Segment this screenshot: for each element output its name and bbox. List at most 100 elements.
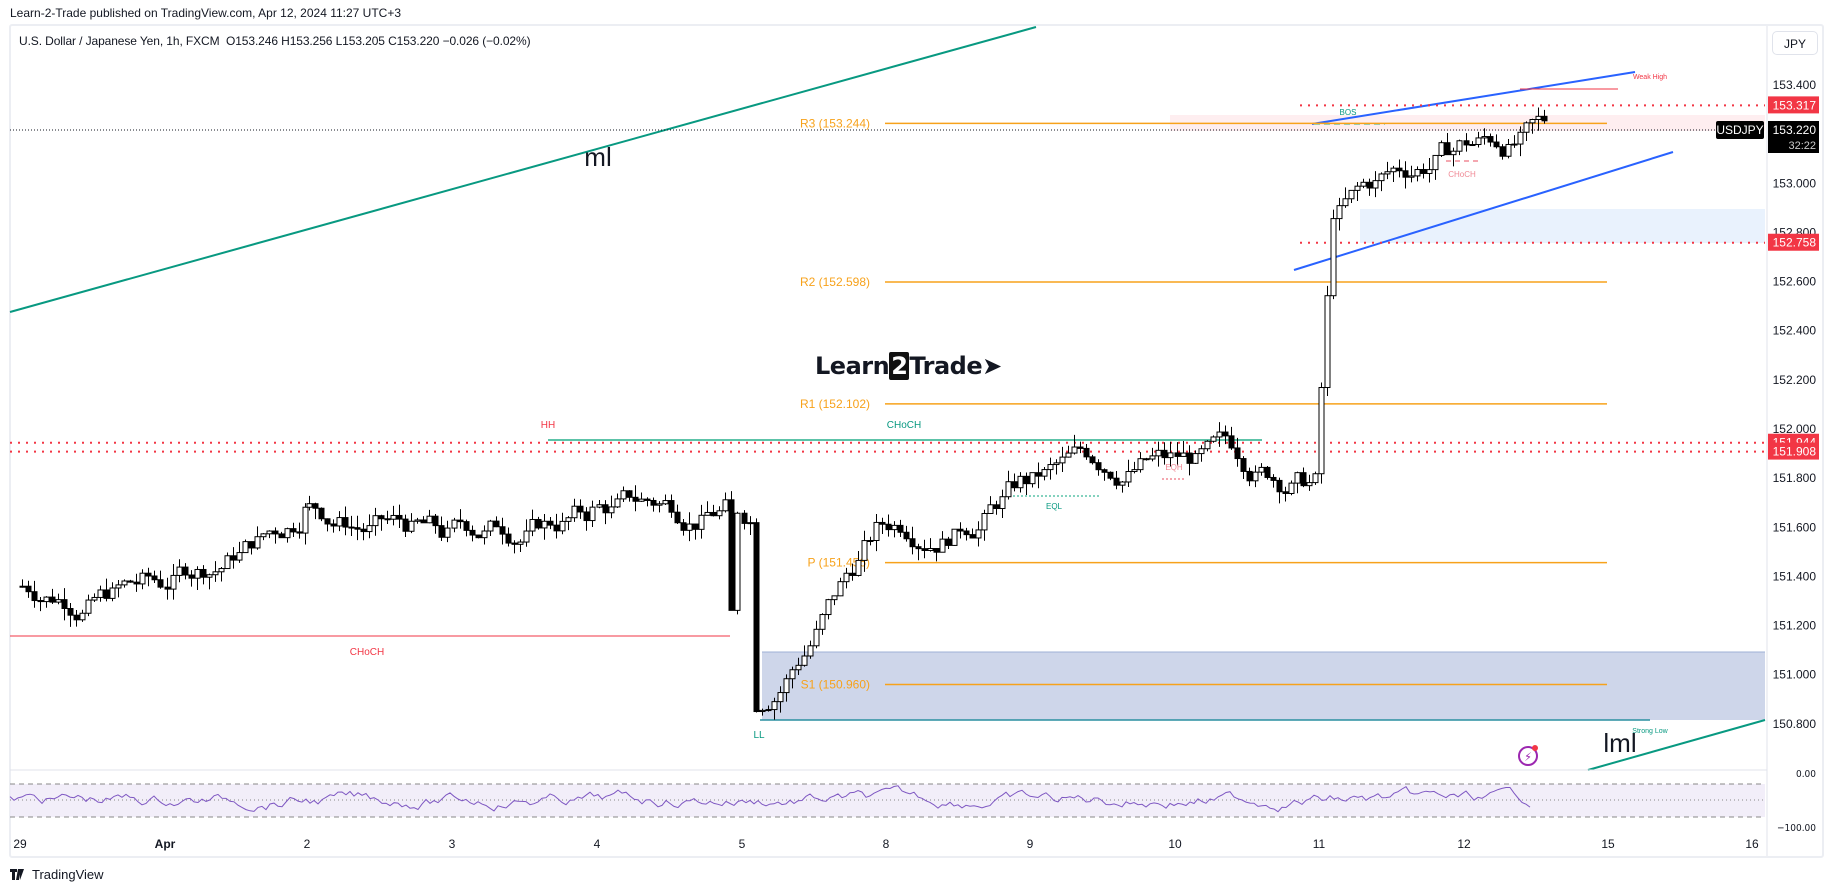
candle-body (547, 520, 554, 526)
wedge-upper-line (1311, 71, 1636, 125)
candle-body (1113, 477, 1120, 486)
candle-body (704, 511, 711, 516)
candle-body (1469, 144, 1476, 147)
candle-body (157, 579, 164, 588)
candle-body (475, 534, 482, 539)
candle-body (499, 526, 506, 535)
candle-body (819, 614, 826, 630)
candle-body (1264, 466, 1271, 478)
symbol-description: U.S. Dollar / Japanese Yen, 1h, FXCM (19, 34, 220, 48)
candle-body (650, 499, 657, 506)
candle-body (1240, 458, 1247, 472)
price-tick: 152.400 (1773, 324, 1817, 338)
candle-body (885, 523, 892, 531)
eqh-label: EQH (1165, 463, 1183, 472)
candle-body (248, 541, 255, 549)
candle-body (999, 496, 1006, 510)
candle-body (1053, 462, 1060, 466)
candle-body (1324, 295, 1331, 389)
candle-body (668, 500, 675, 513)
candle-body (49, 596, 56, 603)
median-line-upper (9, 26, 1037, 313)
candle-body (194, 568, 201, 579)
candle-body (342, 517, 349, 528)
candle-body (933, 548, 940, 553)
candle-body (674, 511, 681, 524)
candle-body (170, 574, 177, 590)
candle-body (1011, 481, 1018, 489)
candle-body (378, 515, 385, 520)
watermark-two: 2 (889, 352, 910, 380)
tradingview-brand: TradingView (10, 867, 104, 882)
candle-body (722, 499, 729, 512)
candle-body (432, 515, 439, 527)
choch-left-label: CHoCH (350, 647, 384, 658)
candle-body (656, 503, 663, 506)
symbol-tag (1716, 121, 1764, 139)
candle-body (1023, 475, 1030, 485)
candle-body (1155, 449, 1162, 457)
currency-button[interactable]: JPY (1772, 31, 1818, 55)
candle-body (1523, 122, 1530, 133)
candle-body (43, 596, 50, 603)
candle-body (1529, 119, 1536, 124)
candle-body (777, 692, 784, 703)
candle-body (1041, 469, 1048, 477)
candle-body (1167, 452, 1174, 459)
candle-body (451, 519, 458, 529)
candle-body (535, 518, 542, 529)
candle-body (1342, 198, 1349, 207)
candle-body (1270, 476, 1277, 481)
candle-body (1125, 471, 1132, 483)
price-label-box (1768, 233, 1819, 251)
candle-body (1210, 436, 1217, 442)
candle-body (296, 531, 303, 534)
candle-body (1493, 141, 1500, 148)
weak-high-label: Weak High (1633, 74, 1667, 81)
candle-body (783, 678, 790, 694)
candle-body (680, 522, 687, 531)
candle-body (710, 511, 717, 517)
demand-zone-lower (762, 652, 1765, 720)
learn2trade-watermark: Learn2Trade➤ (815, 352, 1002, 380)
candle-body (1101, 469, 1108, 473)
candle-body (1095, 462, 1102, 471)
candle-body (1234, 447, 1241, 460)
candle-body (741, 512, 748, 524)
candle-body (1180, 452, 1187, 457)
candle-body (1336, 205, 1343, 220)
tradingview-label: TradingView (32, 867, 104, 882)
price-tick: 152.000 (1773, 422, 1817, 436)
candle-body (1137, 458, 1144, 471)
candle-body (182, 566, 189, 576)
candle-body (426, 515, 433, 524)
candle-body (963, 530, 970, 536)
candle-body (927, 548, 934, 551)
candle-body (589, 506, 596, 522)
time-tick: 29 (13, 837, 27, 851)
candle-body (602, 504, 609, 514)
candle-body (312, 503, 319, 509)
candle-body (981, 513, 988, 531)
candle-body (873, 521, 880, 542)
candle-body (753, 522, 760, 713)
candle-body (541, 520, 548, 529)
candle-body (511, 542, 518, 545)
candle-body (951, 528, 958, 546)
candle-body (596, 504, 603, 508)
candle-body (1077, 446, 1084, 449)
candle-body (1131, 469, 1138, 473)
candle-body (115, 584, 122, 589)
candle-body (1372, 180, 1379, 189)
candle-body (236, 552, 243, 561)
choch-mid-label: CHoCH (887, 420, 921, 431)
pivot-label: R3 (153.244) (800, 116, 870, 130)
candle-body (103, 589, 110, 599)
candle-body (1149, 455, 1156, 460)
candle-body (1186, 452, 1193, 464)
candle-body (662, 500, 669, 505)
bos-label: BOS (1340, 108, 1357, 117)
candle-body (1463, 140, 1470, 146)
symbol-tag-label: USDJPY (1716, 123, 1763, 137)
